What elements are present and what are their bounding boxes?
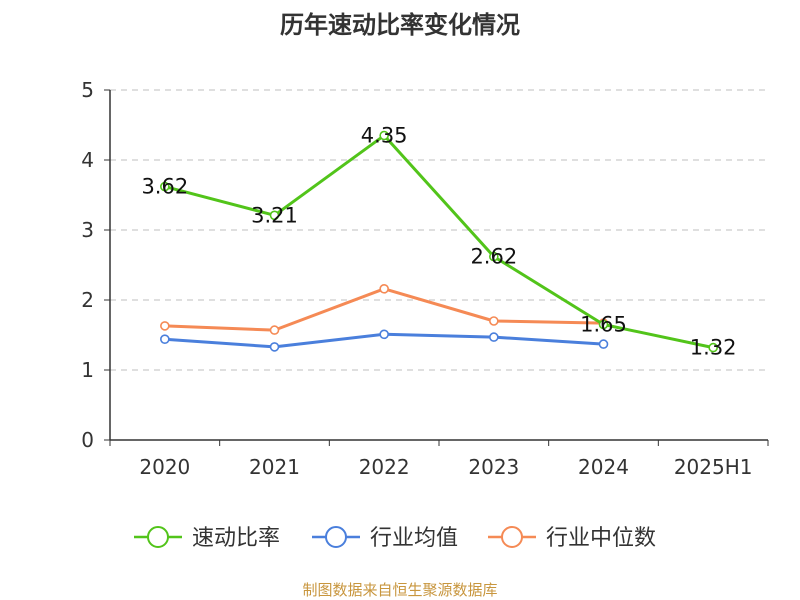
data-label: 4.35 bbox=[361, 124, 408, 148]
data-point[interactable] bbox=[708, 342, 718, 353]
data-point[interactable] bbox=[269, 325, 280, 335]
x-tick-label: 2025H1 bbox=[674, 455, 753, 479]
x-tick-label: 2024 bbox=[578, 455, 629, 479]
legend-item[interactable]: 行业均值 bbox=[312, 526, 458, 551]
data-label: 1.65 bbox=[580, 313, 627, 337]
legend-item[interactable]: 行业中位数 bbox=[488, 526, 656, 551]
legend-label: 速动比率 bbox=[192, 526, 280, 551]
x-tick-label: 2022 bbox=[359, 455, 410, 479]
data-point[interactable] bbox=[269, 210, 280, 221]
data-point[interactable] bbox=[160, 181, 170, 192]
y-tick-label: 3 bbox=[81, 218, 94, 242]
data-point[interactable] bbox=[379, 329, 389, 340]
data-label: 1.32 bbox=[690, 336, 737, 360]
legend-marker-icon bbox=[501, 526, 523, 548]
x-tick-label: 2021 bbox=[249, 455, 300, 479]
y-tick-label: 5 bbox=[81, 78, 94, 102]
source-note: 制图数据来自恒生聚源数据库 bbox=[302, 581, 497, 599]
y-tick-label: 0 bbox=[81, 428, 94, 452]
legend-label: 行业中位数 bbox=[546, 526, 656, 551]
data-point[interactable] bbox=[160, 321, 170, 331]
y-tick-label: 4 bbox=[81, 148, 94, 172]
chart-title: 历年速动比率变化情况 bbox=[280, 11, 520, 39]
data-label: 3.62 bbox=[141, 175, 188, 199]
data-label: 2.62 bbox=[470, 245, 517, 269]
data-point[interactable] bbox=[379, 283, 389, 294]
legend-marker-icon bbox=[147, 526, 169, 548]
legend-label: 行业均值 bbox=[370, 526, 458, 551]
data-point[interactable] bbox=[598, 319, 609, 330]
data-point[interactable] bbox=[269, 342, 280, 352]
data-point[interactable] bbox=[598, 339, 609, 349]
data-point[interactable] bbox=[489, 251, 499, 262]
data-point[interactable] bbox=[489, 316, 499, 326]
y-tick-label: 2 bbox=[81, 288, 94, 312]
legend-item[interactable]: 速动比率 bbox=[134, 526, 280, 551]
legend-marker-icon bbox=[325, 526, 347, 548]
y-tick-label: 1 bbox=[81, 358, 94, 382]
x-tick-label: 2023 bbox=[468, 455, 519, 479]
data-point[interactable] bbox=[160, 334, 170, 345]
legend[interactable]: 速动比率 行业均值 行业中位数 bbox=[134, 526, 656, 551]
series-layer bbox=[160, 130, 718, 353]
axes: 0 1 2 3 4 5 2020 2021 2022 2023 2024 2025H1 bbox=[81, 78, 769, 479]
x-tick-label: 2020 bbox=[139, 455, 190, 479]
series-line bbox=[164, 134, 714, 350]
data-point[interactable] bbox=[489, 332, 499, 342]
data-labels: 3.62 3.21 4.35 2.62 1.65 1.32 bbox=[141, 124, 736, 360]
data-label: 3.21 bbox=[251, 203, 298, 227]
series-line bbox=[164, 287, 604, 332]
data-point[interactable] bbox=[379, 130, 389, 141]
